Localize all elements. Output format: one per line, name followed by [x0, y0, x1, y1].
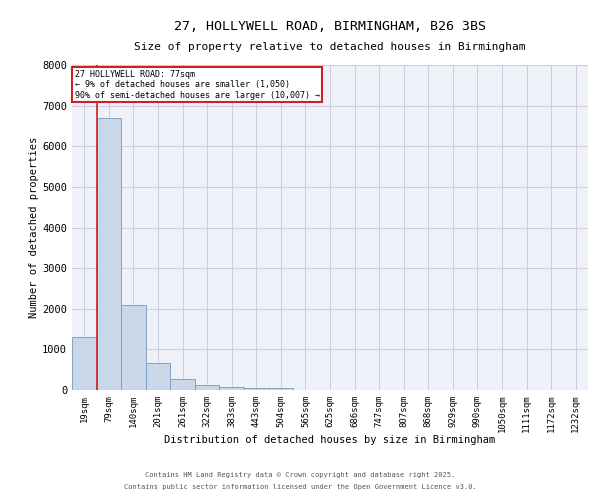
Bar: [72, 337, 97, 390]
Text: Contains HM Land Registry data © Crown copyright and database right 2025.: Contains HM Land Registry data © Crown c…: [145, 472, 455, 478]
Bar: [121, 304, 146, 390]
Bar: [220, 387, 244, 390]
Text: Size of property relative to detached houses in Birmingham: Size of property relative to detached ho…: [134, 42, 526, 52]
Bar: [146, 363, 170, 390]
Bar: [170, 378, 195, 390]
Text: Contains public sector information licensed under the Open Government Licence v3: Contains public sector information licen…: [124, 484, 476, 490]
Text: 27 HOLLYWELL ROAD: 77sqm
← 9% of detached houses are smaller (1,050)
90% of semi: 27 HOLLYWELL ROAD: 77sqm ← 9% of detache…: [74, 70, 320, 100]
Bar: [195, 385, 220, 390]
X-axis label: Distribution of detached houses by size in Birmingham: Distribution of detached houses by size …: [164, 436, 496, 446]
Bar: [269, 388, 293, 390]
Bar: [244, 388, 269, 390]
Text: 27, HOLLYWELL ROAD, BIRMINGHAM, B26 3BS: 27, HOLLYWELL ROAD, BIRMINGHAM, B26 3BS: [174, 20, 486, 33]
Bar: [97, 118, 121, 390]
Y-axis label: Number of detached properties: Number of detached properties: [29, 137, 40, 318]
